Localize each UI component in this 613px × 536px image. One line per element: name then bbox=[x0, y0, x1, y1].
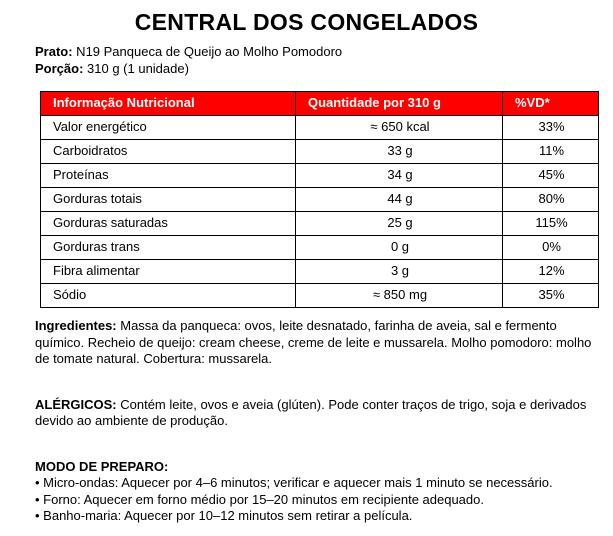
nutrient-dv: 0% bbox=[502, 235, 599, 260]
nutrient-quantity: 44 g bbox=[295, 187, 503, 212]
table-row: Fibra alimentar 3 g 12% bbox=[40, 259, 599, 284]
nutrition-table: Informação Nutricional Quantidade por 31… bbox=[40, 91, 599, 308]
preparation-item-bainmarie: • Banho-maria: Aquecer por 10–12 minutos… bbox=[35, 508, 413, 523]
nutrient-quantity: ≈ 850 mg bbox=[295, 283, 503, 308]
nutrient-quantity: 25 g bbox=[295, 211, 503, 236]
preparation-section: MODO DE PREPARO: • Micro-ondas: Aquecer … bbox=[35, 459, 601, 525]
col-header-dv: %VD* bbox=[502, 91, 599, 116]
nutrient-name: Carboidratos bbox=[40, 139, 296, 164]
allergens-text: Contém leite, ovos e aveia (glúten). Pod… bbox=[35, 396, 587, 429]
nutrient-name: Sódio bbox=[40, 283, 296, 308]
dish-label: Prato: bbox=[35, 44, 73, 59]
preparation-heading: MODO DE PREPARO: bbox=[35, 458, 169, 474]
nutrition-table-header-row: Informação Nutricional Quantidade por 31… bbox=[40, 91, 599, 116]
nutrient-name: Fibra alimentar bbox=[40, 259, 296, 284]
dish-value: N19 Panqueca de Queijo ao Molho Pomodoro bbox=[72, 44, 343, 59]
preparation-item-microwave: • Micro-ondas: Aquecer por 4–6 minutos; … bbox=[35, 475, 553, 490]
allergens-label: ALÉRGICOS: bbox=[35, 396, 117, 412]
nutrient-dv: 33% bbox=[502, 115, 599, 140]
allergens-paragraph: ALÉRGICOS: Contém leite, ovos e aveia (g… bbox=[35, 397, 601, 430]
nutrient-dv: 11% bbox=[502, 139, 599, 164]
nutrient-dv: 45% bbox=[502, 163, 599, 188]
ingredients-label: Ingredientes: bbox=[35, 318, 117, 333]
table-row: Valor energético ≈ 650 kcal 33% bbox=[40, 115, 599, 140]
nutrient-quantity: 0 g bbox=[295, 235, 503, 260]
shelf-life-value: 90 dias a -18°C bbox=[92, 535, 186, 536]
table-row: Sódio ≈ 850 mg 35% bbox=[40, 283, 599, 308]
shelf-life-line: Validade: 90 dias a -18°C bbox=[35, 535, 601, 536]
document-content: Prato: N19 Panqueca de Queijo ao Molho P… bbox=[0, 44, 613, 536]
shelf-life-label: Validade: bbox=[35, 535, 92, 536]
nutrient-name: Gorduras trans bbox=[40, 235, 296, 260]
table-row: Gorduras trans 0 g 0% bbox=[40, 235, 599, 260]
dish-line: Prato: N19 Panqueca de Queijo ao Molho P… bbox=[35, 44, 601, 61]
preparation-item-oven: • Forno: Aquecer em forno médio por 15–2… bbox=[35, 491, 484, 507]
nutrient-quantity: ≈ 650 kcal bbox=[295, 115, 503, 140]
portion-value: 310 g (1 unidade) bbox=[83, 60, 189, 76]
ingredients-text: Massa da panqueca: ovos, leite desnatado… bbox=[35, 318, 592, 366]
table-row: Proteínas 34 g 45% bbox=[40, 163, 599, 188]
table-row: Carboidratos 33 g 11% bbox=[40, 139, 599, 164]
table-row: Gorduras saturadas 25 g 115% bbox=[40, 211, 599, 236]
nutrient-name: Proteínas bbox=[40, 163, 296, 188]
col-header-quantity: Quantidade por 310 g bbox=[295, 91, 503, 116]
spacer bbox=[35, 443, 601, 449]
nutrient-name: Gorduras saturadas bbox=[40, 211, 296, 236]
portion-label: Porção: bbox=[35, 60, 84, 76]
nutrient-dv: 12% bbox=[502, 259, 599, 284]
portion-line: Porção: 310 g (1 unidade) bbox=[35, 61, 601, 78]
nutrient-dv: 115% bbox=[502, 211, 599, 236]
nutrient-dv: 35% bbox=[502, 283, 599, 308]
nutrient-quantity: 3 g bbox=[295, 259, 503, 284]
ingredients-paragraph: Ingredientes: Massa da panqueca: ovos, l… bbox=[35, 318, 601, 368]
nutrient-name: Gorduras totais bbox=[40, 187, 296, 212]
nutrient-quantity: 34 g bbox=[295, 163, 503, 188]
col-header-nutrient: Informação Nutricional bbox=[40, 91, 296, 116]
table-row: Gorduras totais 44 g 80% bbox=[40, 187, 599, 212]
page-title: CENTRAL DOS CONGELADOS bbox=[134, 9, 479, 35]
nutrient-dv: 80% bbox=[502, 187, 599, 212]
nutrient-name: Valor energético bbox=[40, 115, 296, 140]
spacer bbox=[35, 381, 601, 387]
nutrient-quantity: 33 g bbox=[295, 139, 503, 164]
